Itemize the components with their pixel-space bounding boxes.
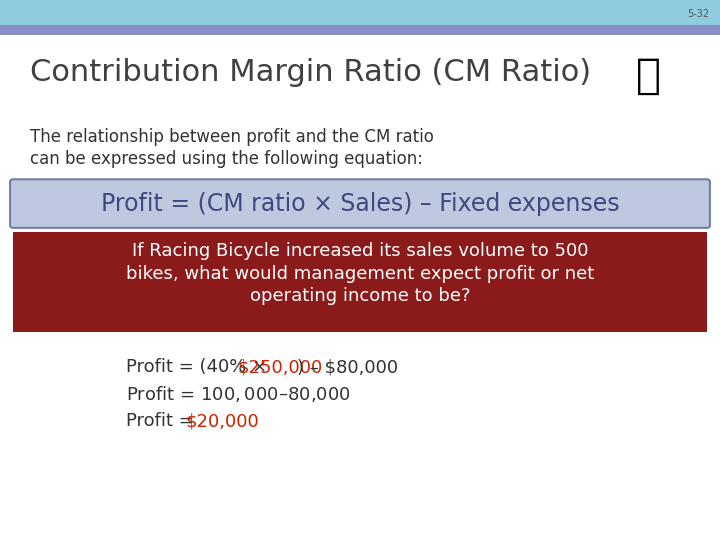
Text: Profit = (40% ×: Profit = (40% × bbox=[126, 358, 273, 376]
Text: If Racing Bicycle increased its sales volume to 500: If Racing Bicycle increased its sales vo… bbox=[132, 242, 588, 260]
Text: Profit = $100,000 – $80,000: Profit = $100,000 – $80,000 bbox=[126, 384, 351, 404]
Text: can be expressed using the following equation:: can be expressed using the following equ… bbox=[30, 150, 423, 168]
Text: $20,000: $20,000 bbox=[186, 412, 259, 430]
Text: The relationship between profit and the CM ratio: The relationship between profit and the … bbox=[30, 128, 434, 146]
Text: bikes, what would management expect profit or net: bikes, what would management expect prof… bbox=[126, 265, 594, 283]
Text: Contribution Margin Ratio (CM Ratio): Contribution Margin Ratio (CM Ratio) bbox=[30, 58, 591, 87]
Text: 🚴: 🚴 bbox=[636, 55, 660, 97]
Text: $250,000: $250,000 bbox=[238, 358, 323, 376]
Text: Profit =: Profit = bbox=[126, 412, 199, 430]
Text: 5-32: 5-32 bbox=[687, 9, 709, 19]
Text: ) – $80,000: ) – $80,000 bbox=[297, 358, 398, 376]
Text: operating income to be?: operating income to be? bbox=[250, 287, 470, 306]
Text: Profit = (CM ratio × Sales) – Fixed expenses: Profit = (CM ratio × Sales) – Fixed expe… bbox=[101, 192, 619, 215]
